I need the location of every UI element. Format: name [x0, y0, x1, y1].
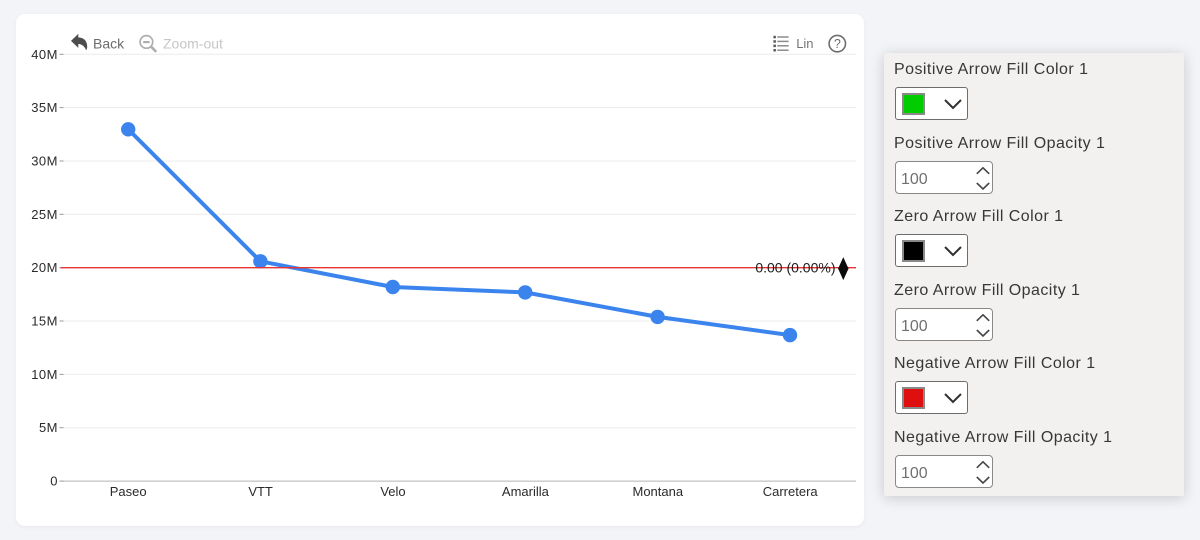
svg-text:15M: 15M: [31, 314, 58, 329]
svg-text:5M: 5M: [39, 420, 58, 435]
svg-text:Velo: Velo: [380, 484, 405, 499]
svg-text:VTT: VTT: [248, 484, 273, 499]
svg-text:Amarilla: Amarilla: [502, 484, 550, 499]
svg-text:?: ?: [834, 37, 841, 51]
svg-text:20M: 20M: [31, 260, 58, 275]
svg-text:40M: 40M: [31, 47, 58, 62]
svg-text:Zoom-out: Zoom-out: [163, 35, 223, 51]
svg-text:25M: 25M: [31, 207, 58, 222]
svg-text:0.00 (0.00%): 0.00 (0.00%): [755, 260, 835, 276]
svg-text:Lin: Lin: [796, 36, 813, 51]
svg-text:35M: 35M: [31, 100, 58, 115]
svg-text:Paseo: Paseo: [110, 484, 147, 499]
svg-text:Back: Back: [93, 35, 125, 51]
svg-text:Carretera: Carretera: [763, 484, 819, 499]
svg-text:30M: 30M: [31, 154, 58, 169]
svg-text:10M: 10M: [31, 367, 58, 382]
svg-text:Montana: Montana: [633, 484, 684, 499]
svg-text:0: 0: [50, 474, 58, 489]
